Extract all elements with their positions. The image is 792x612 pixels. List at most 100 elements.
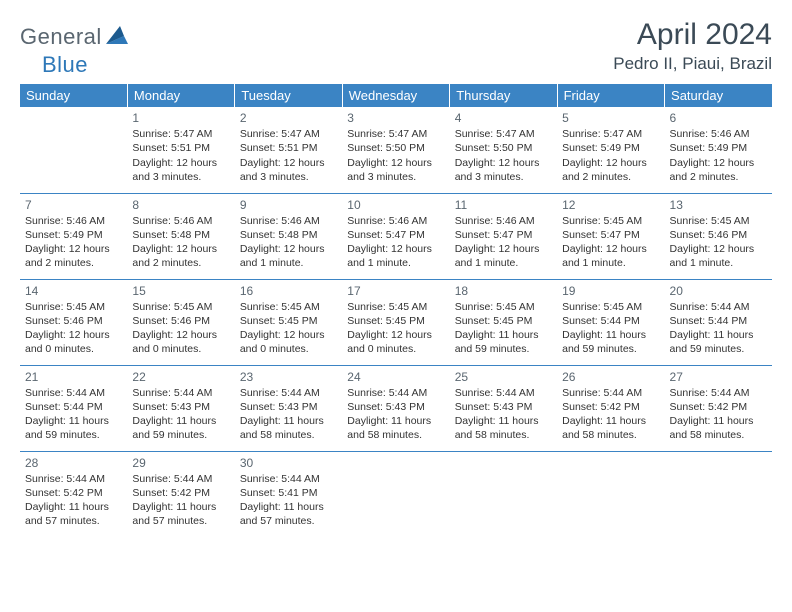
day-header-row: Sunday Monday Tuesday Wednesday Thursday… <box>20 84 772 107</box>
calendar-cell: 23Sunrise: 5:44 AMSunset: 5:43 PMDayligh… <box>235 365 342 451</box>
day-number: 26 <box>562 369 659 385</box>
day-number: 1 <box>132 110 229 126</box>
day-number: 14 <box>25 283 122 299</box>
day-info: Sunrise: 5:47 AMSunset: 5:51 PMDaylight:… <box>132 127 229 184</box>
calendar-row: 7Sunrise: 5:46 AMSunset: 5:49 PMDaylight… <box>20 193 772 279</box>
day-number: 25 <box>455 369 552 385</box>
calendar-cell: 29Sunrise: 5:44 AMSunset: 5:42 PMDayligh… <box>127 451 234 537</box>
day-number: 30 <box>240 455 337 471</box>
day-info: Sunrise: 5:47 AMSunset: 5:51 PMDaylight:… <box>240 127 337 184</box>
calendar-cell: 21Sunrise: 5:44 AMSunset: 5:44 PMDayligh… <box>20 365 127 451</box>
calendar-cell: 6Sunrise: 5:46 AMSunset: 5:49 PMDaylight… <box>665 107 772 193</box>
calendar-cell: 19Sunrise: 5:45 AMSunset: 5:44 PMDayligh… <box>557 279 664 365</box>
day-info: Sunrise: 5:44 AMSunset: 5:43 PMDaylight:… <box>240 386 337 443</box>
calendar-cell: 22Sunrise: 5:44 AMSunset: 5:43 PMDayligh… <box>127 365 234 451</box>
day-info: Sunrise: 5:44 AMSunset: 5:42 PMDaylight:… <box>670 386 767 443</box>
calendar-cell <box>20 107 127 193</box>
day-number: 19 <box>562 283 659 299</box>
day-number: 27 <box>670 369 767 385</box>
logo-text-blue: Blue <box>42 52 88 78</box>
day-number: 9 <box>240 197 337 213</box>
day-header: Sunday <box>20 84 127 107</box>
day-info: Sunrise: 5:44 AMSunset: 5:44 PMDaylight:… <box>670 300 767 357</box>
calendar-cell: 15Sunrise: 5:45 AMSunset: 5:46 PMDayligh… <box>127 279 234 365</box>
month-title: April 2024 <box>613 18 772 52</box>
day-number: 20 <box>670 283 767 299</box>
calendar-cell: 2Sunrise: 5:47 AMSunset: 5:51 PMDaylight… <box>235 107 342 193</box>
day-number: 6 <box>670 110 767 126</box>
calendar-cell: 4Sunrise: 5:47 AMSunset: 5:50 PMDaylight… <box>450 107 557 193</box>
header: General April 2024 Pedro II, Piaui, Braz… <box>20 18 772 74</box>
day-number: 7 <box>25 197 122 213</box>
day-info: Sunrise: 5:44 AMSunset: 5:44 PMDaylight:… <box>25 386 122 443</box>
day-number: 4 <box>455 110 552 126</box>
day-info: Sunrise: 5:44 AMSunset: 5:43 PMDaylight:… <box>132 386 229 443</box>
day-info: Sunrise: 5:44 AMSunset: 5:42 PMDaylight:… <box>25 472 122 529</box>
calendar-cell: 27Sunrise: 5:44 AMSunset: 5:42 PMDayligh… <box>665 365 772 451</box>
calendar-table: Sunday Monday Tuesday Wednesday Thursday… <box>20 84 772 537</box>
day-header: Thursday <box>450 84 557 107</box>
day-info: Sunrise: 5:46 AMSunset: 5:48 PMDaylight:… <box>132 214 229 271</box>
day-number: 15 <box>132 283 229 299</box>
day-number: 16 <box>240 283 337 299</box>
calendar-cell: 11Sunrise: 5:46 AMSunset: 5:47 PMDayligh… <box>450 193 557 279</box>
day-info: Sunrise: 5:45 AMSunset: 5:45 PMDaylight:… <box>455 300 552 357</box>
day-number: 17 <box>347 283 444 299</box>
calendar-cell: 17Sunrise: 5:45 AMSunset: 5:45 PMDayligh… <box>342 279 449 365</box>
calendar-cell: 10Sunrise: 5:46 AMSunset: 5:47 PMDayligh… <box>342 193 449 279</box>
calendar-row: 21Sunrise: 5:44 AMSunset: 5:44 PMDayligh… <box>20 365 772 451</box>
day-number: 24 <box>347 369 444 385</box>
day-info: Sunrise: 5:44 AMSunset: 5:43 PMDaylight:… <box>455 386 552 443</box>
day-header: Saturday <box>665 84 772 107</box>
day-header: Friday <box>557 84 664 107</box>
day-info: Sunrise: 5:44 AMSunset: 5:42 PMDaylight:… <box>562 386 659 443</box>
day-number: 28 <box>25 455 122 471</box>
day-info: Sunrise: 5:45 AMSunset: 5:44 PMDaylight:… <box>562 300 659 357</box>
day-number: 22 <box>132 369 229 385</box>
calendar-cell <box>557 451 664 537</box>
calendar-cell: 28Sunrise: 5:44 AMSunset: 5:42 PMDayligh… <box>20 451 127 537</box>
day-number: 8 <box>132 197 229 213</box>
calendar-cell <box>450 451 557 537</box>
day-header: Monday <box>127 84 234 107</box>
day-info: Sunrise: 5:45 AMSunset: 5:45 PMDaylight:… <box>240 300 337 357</box>
calendar-cell: 16Sunrise: 5:45 AMSunset: 5:45 PMDayligh… <box>235 279 342 365</box>
day-info: Sunrise: 5:45 AMSunset: 5:46 PMDaylight:… <box>132 300 229 357</box>
day-info: Sunrise: 5:46 AMSunset: 5:47 PMDaylight:… <box>347 214 444 271</box>
day-number: 13 <box>670 197 767 213</box>
logo: General <box>20 18 130 50</box>
day-number: 5 <box>562 110 659 126</box>
day-number: 23 <box>240 369 337 385</box>
calendar-cell: 20Sunrise: 5:44 AMSunset: 5:44 PMDayligh… <box>665 279 772 365</box>
day-info: Sunrise: 5:46 AMSunset: 5:47 PMDaylight:… <box>455 214 552 271</box>
calendar-cell: 1Sunrise: 5:47 AMSunset: 5:51 PMDaylight… <box>127 107 234 193</box>
day-info: Sunrise: 5:45 AMSunset: 5:46 PMDaylight:… <box>670 214 767 271</box>
calendar-cell: 25Sunrise: 5:44 AMSunset: 5:43 PMDayligh… <box>450 365 557 451</box>
logo-triangle-icon <box>106 26 128 49</box>
day-info: Sunrise: 5:45 AMSunset: 5:45 PMDaylight:… <box>347 300 444 357</box>
day-number: 29 <box>132 455 229 471</box>
day-number: 12 <box>562 197 659 213</box>
day-header: Tuesday <box>235 84 342 107</box>
calendar-cell <box>342 451 449 537</box>
calendar-cell: 13Sunrise: 5:45 AMSunset: 5:46 PMDayligh… <box>665 193 772 279</box>
page: General April 2024 Pedro II, Piaui, Braz… <box>0 0 792 547</box>
calendar-cell: 7Sunrise: 5:46 AMSunset: 5:49 PMDaylight… <box>20 193 127 279</box>
calendar-row: 1Sunrise: 5:47 AMSunset: 5:51 PMDaylight… <box>20 107 772 193</box>
day-number: 11 <box>455 197 552 213</box>
day-number: 3 <box>347 110 444 126</box>
location: Pedro II, Piaui, Brazil <box>613 54 772 74</box>
day-info: Sunrise: 5:47 AMSunset: 5:50 PMDaylight:… <box>455 127 552 184</box>
day-number: 10 <box>347 197 444 213</box>
calendar-cell: 30Sunrise: 5:44 AMSunset: 5:41 PMDayligh… <box>235 451 342 537</box>
day-info: Sunrise: 5:46 AMSunset: 5:48 PMDaylight:… <box>240 214 337 271</box>
logo-text-general: General <box>20 24 102 50</box>
day-info: Sunrise: 5:47 AMSunset: 5:50 PMDaylight:… <box>347 127 444 184</box>
day-info: Sunrise: 5:44 AMSunset: 5:43 PMDaylight:… <box>347 386 444 443</box>
title-block: April 2024 Pedro II, Piaui, Brazil <box>613 18 772 74</box>
day-number: 2 <box>240 110 337 126</box>
day-info: Sunrise: 5:46 AMSunset: 5:49 PMDaylight:… <box>670 127 767 184</box>
calendar-cell: 18Sunrise: 5:45 AMSunset: 5:45 PMDayligh… <box>450 279 557 365</box>
calendar-cell: 3Sunrise: 5:47 AMSunset: 5:50 PMDaylight… <box>342 107 449 193</box>
calendar-cell: 8Sunrise: 5:46 AMSunset: 5:48 PMDaylight… <box>127 193 234 279</box>
